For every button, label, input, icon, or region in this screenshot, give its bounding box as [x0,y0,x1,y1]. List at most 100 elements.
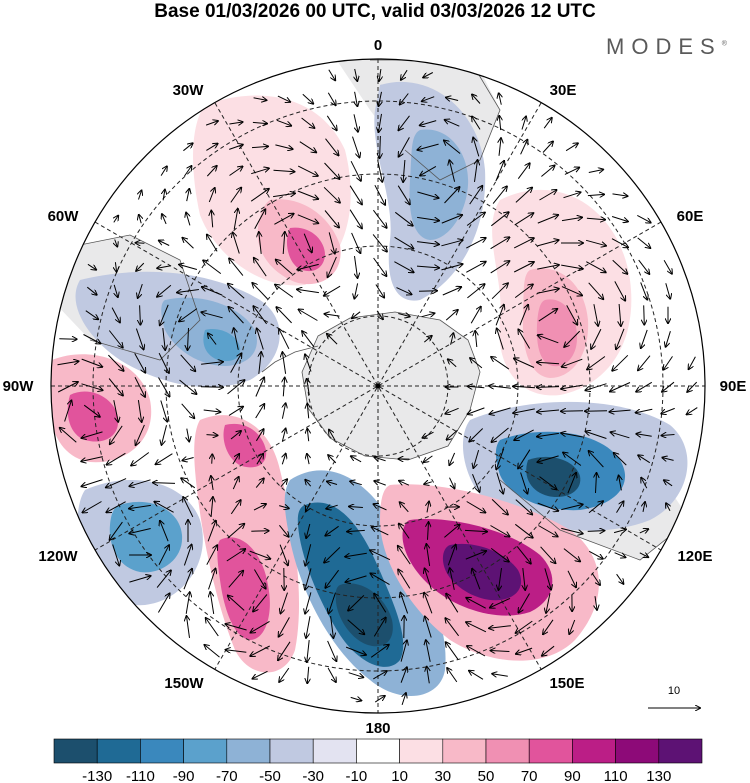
wind-arrow [200,387,223,388]
wind-arrow [130,479,151,486]
wind-arrow [211,497,213,517]
wind-arrow [206,435,218,436]
wind-arrow [591,328,602,349]
wind-arrow [188,327,189,350]
wind-arrow [467,284,484,299]
wind-arrow [375,284,384,298]
wind-arrow [297,214,318,223]
wind-arrow [136,424,145,445]
wind-arrow [537,289,559,294]
wind-arrow [475,160,478,182]
wind-arrow [466,213,485,226]
wind-arrow [305,592,312,613]
lon-label-120e: 120E [677,548,712,565]
wind-arrow [469,428,484,442]
wind-arrow [540,546,556,563]
wind-arrow [111,307,120,323]
wind-arrow [490,525,510,537]
wind-arrow [636,434,652,436]
wind-arrow [229,122,242,124]
wind-arrow [86,286,96,295]
wind-arrow [513,408,535,413]
wind-arrow [636,381,653,391]
wind-arrow [305,544,312,565]
wind-arrow [491,357,510,370]
wind-arrow [513,262,534,273]
wind-arrow [401,69,408,80]
wind-arrow [160,400,167,422]
wind-arrow [444,141,461,154]
wind-arrow [449,452,456,465]
wind-arrow [139,191,142,200]
wind-arrow [349,185,362,205]
wind-arrow [489,386,511,388]
wind-arrow [423,336,431,343]
wind-arrow [517,163,529,179]
wind-arrow [515,188,532,203]
wind-arrow [350,160,361,181]
wind-arrow [465,551,486,560]
wind-arrow [449,477,455,489]
wind-arrow [402,693,406,706]
wind-arrow [472,569,481,590]
wind-arrow [445,120,460,127]
wind-arrow [202,287,223,296]
wind-arrow [226,650,247,653]
wind-arrow [326,115,336,130]
wind-arrow [251,620,270,632]
wind-arrow [181,403,195,418]
wind-arrow [374,696,385,703]
wind-arrow [537,215,558,224]
wind-arrow [183,569,192,590]
wind-arrow [446,594,459,613]
wind-arrow [398,314,409,317]
wind-arrow [225,624,247,631]
wind-arrow [373,671,386,680]
colorbar-tick-label: -130 [82,768,112,783]
wind-arrow [424,455,433,462]
wind-arrow [205,121,218,126]
wind-arrow [182,458,194,461]
wind-arrow [427,502,429,513]
wind-arrow [516,620,533,633]
wind-arrow [514,359,535,368]
wind-arrow [394,236,414,248]
brand-text: MODES [606,34,722,59]
anomaly-neg-n10e [409,129,469,240]
wind-arrow [106,478,127,488]
wind-arrow [441,240,462,247]
wind-arrow [302,93,313,103]
wind-arrow [275,144,292,149]
lon-label-60w: 60W [48,208,80,225]
wind-arrow [354,283,357,298]
wind-arrow [490,548,509,561]
wind-arrow [561,286,582,296]
wind-arrow [473,449,480,468]
wind-arrow [279,524,288,536]
wind-arrow [81,383,103,390]
wind-arrow [614,453,627,466]
wind-arrow [307,454,309,465]
wind-arrow [490,261,510,274]
reference-vector: 10 [648,685,700,708]
wind-arrow [279,617,290,636]
wind-arrow [619,303,621,326]
wind-arrow [636,409,653,412]
wind-arrow [345,646,366,655]
wind-arrow [491,283,508,300]
colorbar-tick-label: 10 [391,768,408,783]
wind-arrow [276,119,291,125]
wind-arrow [491,651,510,652]
wind-arrow [638,259,650,274]
wind-arrow [466,501,486,513]
wind-arrow [587,531,605,532]
wind-arrow [57,361,79,366]
wind-arrow [156,453,173,465]
wind-arrow [614,552,626,558]
wind-arrow [513,386,536,387]
wind-arrow [491,499,508,514]
wind-arrow [612,194,628,196]
brand-logo: MODES® [606,34,727,60]
wind-arrow [588,282,604,299]
wind-arrow [400,640,407,662]
